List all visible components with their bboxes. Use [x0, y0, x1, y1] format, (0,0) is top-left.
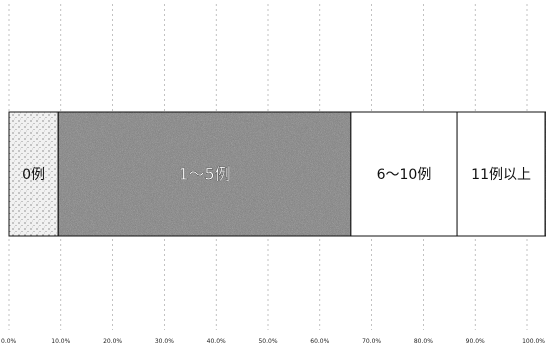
x-tick-label: 30.0% — [155, 338, 174, 345]
x-tick-label: 10.0% — [51, 338, 70, 345]
segment-labels: 0例1～5例6～10例11例以上無回答 — [22, 164, 546, 184]
segment-label-1: 1～5例 — [178, 165, 230, 184]
x-tick-label: 20.0% — [103, 338, 122, 345]
x-axis-ticks: 0.0% 10.0% 20.0% 30.0% 40.0% 50.0% 60.0% 70.0% 8… — [1, 338, 545, 345]
x-tick-label: 0.0% — [1, 338, 17, 345]
x-tick-label: 50.0% — [258, 338, 277, 345]
segment-label-2: 6～10例 — [377, 167, 432, 183]
x-tick-label: 80.0% — [414, 338, 433, 345]
segment-label-0: 0例 — [22, 167, 45, 183]
x-tick-label: 100.0% — [522, 338, 545, 345]
x-tick-label: 90.0% — [466, 338, 485, 345]
gridlines — [8, 4, 528, 330]
x-tick-label: 60.0% — [310, 338, 329, 345]
bar-segments — [8, 111, 546, 237]
x-tick-label: 40.0% — [207, 338, 226, 345]
x-tick-label: 70.0% — [362, 338, 381, 345]
bar-segment-border-4 — [544, 111, 546, 237]
bar-segment-texture-1 — [58, 112, 351, 236]
segment-label-3: 11例以上 — [471, 167, 531, 183]
bar-segment-0 — [8, 111, 59, 237]
bar-segment-2 — [350, 111, 458, 237]
